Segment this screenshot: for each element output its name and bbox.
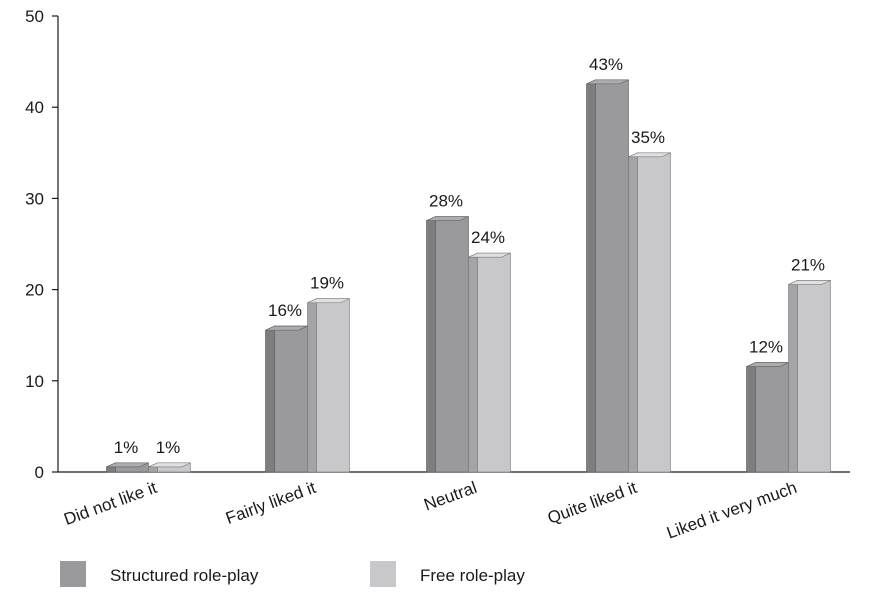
legend-label: Structured role-play xyxy=(110,566,259,585)
data-label: 12% xyxy=(749,338,783,357)
x-category-label: Liked it very much xyxy=(664,478,799,543)
data-label: 19% xyxy=(310,274,344,293)
bar-side xyxy=(746,362,756,473)
bar-top xyxy=(307,298,350,304)
y-tick-label: 40 xyxy=(25,98,44,117)
y-tick-label: 30 xyxy=(25,189,44,208)
bar-side xyxy=(426,216,436,473)
y-tick-label: 0 xyxy=(35,463,44,482)
bar-top xyxy=(468,252,511,258)
bar xyxy=(316,298,350,473)
y-tick-label: 50 xyxy=(25,7,44,26)
data-label: 35% xyxy=(631,128,665,147)
bar xyxy=(637,152,671,473)
bar-top xyxy=(586,79,629,85)
data-label: 21% xyxy=(791,255,825,274)
bar xyxy=(755,362,789,473)
bar-side xyxy=(628,152,638,473)
x-category-label: Did not like it xyxy=(61,478,159,529)
data-label: 1% xyxy=(156,438,181,457)
data-label: 1% xyxy=(114,438,139,457)
bar-top xyxy=(788,280,831,285)
bar xyxy=(477,252,511,473)
bar-top xyxy=(628,152,671,158)
legend-swatch xyxy=(370,561,396,587)
legend-swatch xyxy=(60,561,86,587)
data-label: 43% xyxy=(589,55,623,74)
bar-top xyxy=(148,462,191,468)
bar-side xyxy=(468,252,478,473)
x-category-label: Neutral xyxy=(421,478,479,515)
data-label: 28% xyxy=(429,192,463,211)
bar xyxy=(435,216,469,473)
bar-top xyxy=(426,216,469,221)
bar xyxy=(274,325,308,473)
legend-label: Free role-play xyxy=(420,566,525,585)
bar xyxy=(797,280,831,473)
bar-side xyxy=(307,298,317,473)
data-label: 24% xyxy=(471,228,505,247)
y-tick-label: 10 xyxy=(25,372,44,391)
x-category-label: Quite liked it xyxy=(545,478,640,528)
bar-side xyxy=(265,325,275,473)
bar-side xyxy=(788,280,798,473)
bar-side xyxy=(586,79,596,473)
y-tick-label: 20 xyxy=(25,281,44,300)
bar-top xyxy=(106,462,149,468)
x-category-label: Fairly liked it xyxy=(223,478,319,528)
bar xyxy=(595,79,629,473)
data-label: 16% xyxy=(268,301,302,320)
